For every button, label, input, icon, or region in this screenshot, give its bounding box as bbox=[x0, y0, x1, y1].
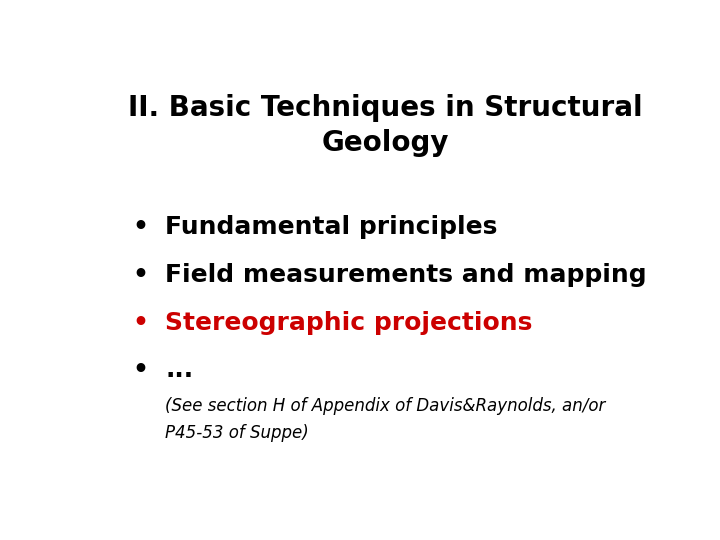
Text: Field measurements and mapping: Field measurements and mapping bbox=[166, 263, 647, 287]
Text: •: • bbox=[132, 359, 148, 382]
Text: Stereographic projections: Stereographic projections bbox=[166, 310, 533, 335]
Text: (See section H of Appendix of Davis&Raynolds, an/or
P45-53 of Suppe): (See section H of Appendix of Davis&Rayn… bbox=[166, 397, 606, 442]
Text: II. Basic Techniques in Structural
Geology: II. Basic Techniques in Structural Geolo… bbox=[128, 94, 643, 157]
Text: •: • bbox=[132, 263, 148, 287]
Text: •: • bbox=[132, 215, 148, 239]
Text: ...: ... bbox=[166, 359, 194, 382]
Text: •: • bbox=[132, 310, 148, 335]
Text: Fundamental principles: Fundamental principles bbox=[166, 215, 498, 239]
